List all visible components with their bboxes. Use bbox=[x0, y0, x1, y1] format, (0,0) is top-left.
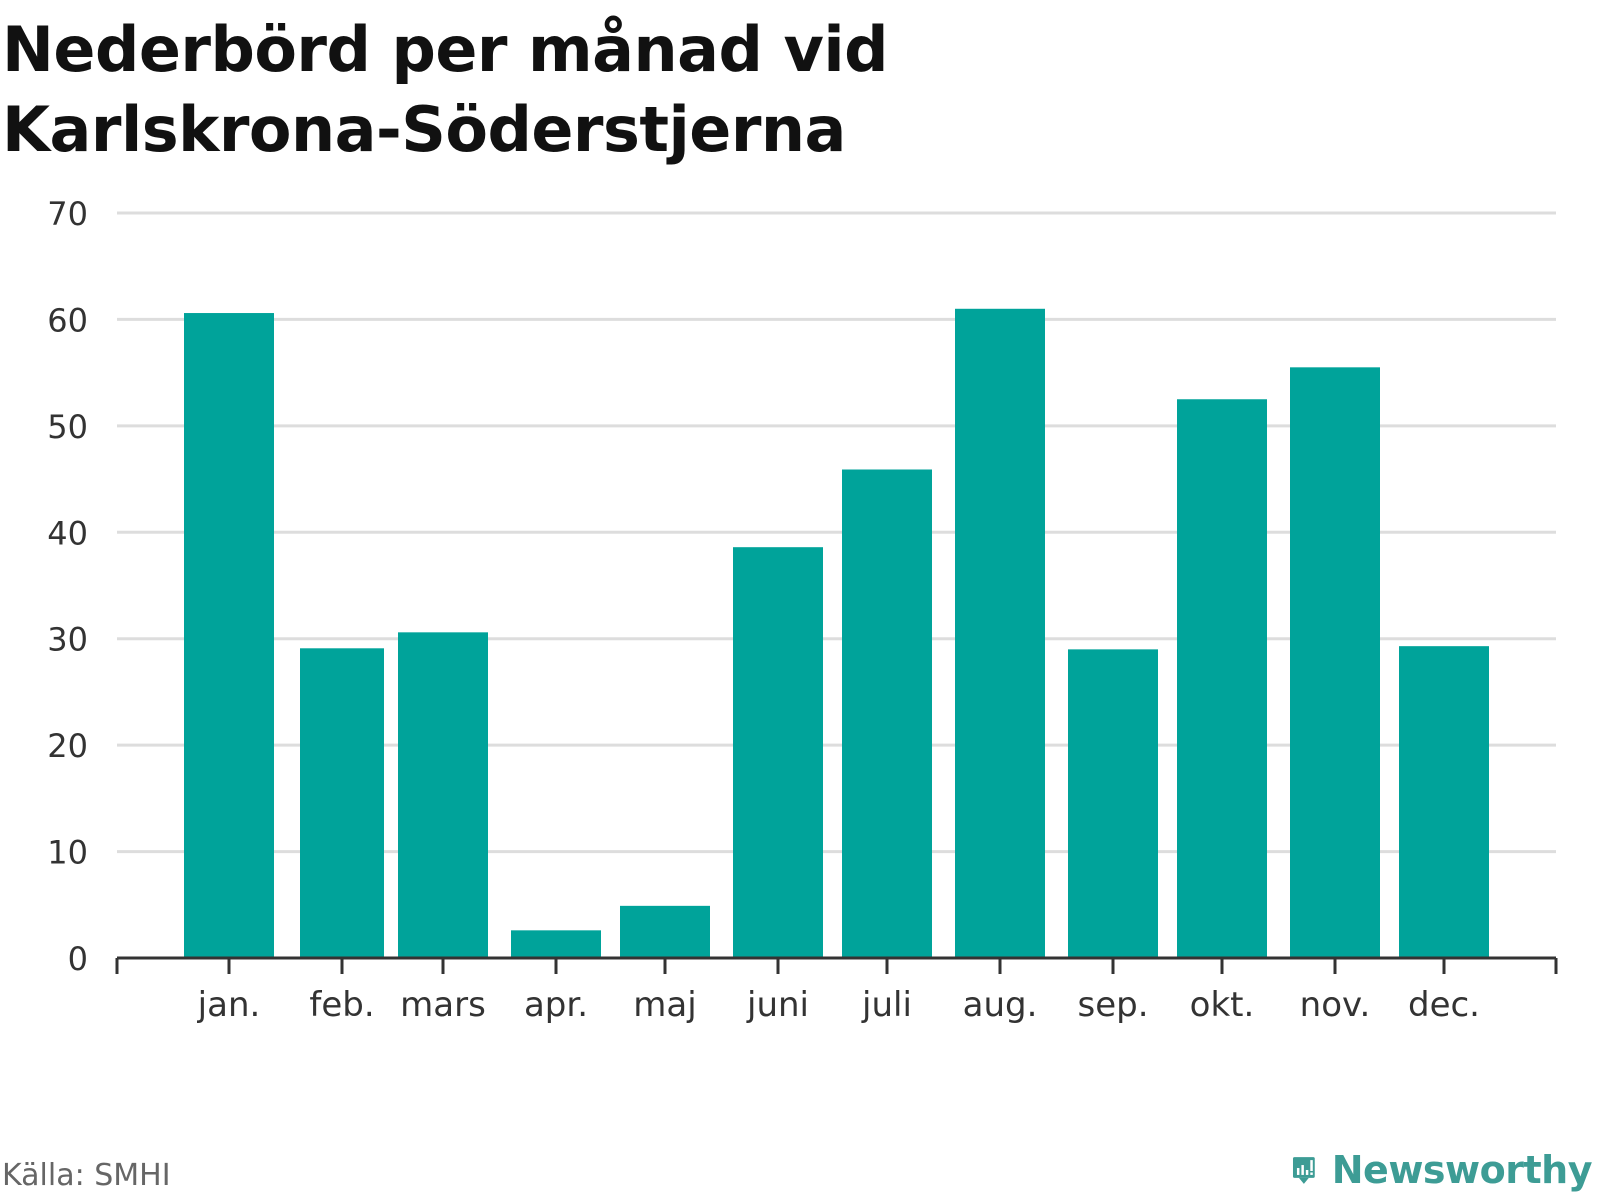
x-tick-label-nov: nov. bbox=[1300, 985, 1371, 1025]
y-tick-label-10: 10 bbox=[47, 834, 88, 872]
y-tick-label-60: 60 bbox=[47, 301, 88, 339]
x-tick-label-juli: juli bbox=[861, 985, 912, 1025]
bar-maj bbox=[620, 905, 710, 958]
source-note: Källa: SMHI bbox=[2, 1158, 171, 1193]
bar-apr bbox=[511, 930, 601, 958]
x-tick-label-sep: sep. bbox=[1077, 985, 1148, 1025]
y-tick-label-50: 50 bbox=[47, 408, 88, 446]
x-tick-label-maj: maj bbox=[633, 985, 696, 1025]
bar-aug bbox=[955, 308, 1045, 958]
x-axis bbox=[115, 956, 1558, 974]
x-tick-label-apr: apr. bbox=[524, 985, 588, 1025]
x-tick-label-mars: mars bbox=[400, 985, 486, 1025]
newsworthy-logo-icon bbox=[1292, 1157, 1315, 1184]
chart-title-line-1: Nederbörd per månad vid bbox=[2, 13, 889, 86]
x-axis-tick-labels: jan. feb. mars apr. maj juni juli aug. sep. okt. n… bbox=[197, 985, 1480, 1025]
bar-mars bbox=[398, 632, 488, 958]
chart-title: Nederbörd per månad vid Karlskrona-Söder… bbox=[2, 10, 1202, 170]
bar-juli bbox=[842, 469, 932, 958]
bar-jan bbox=[184, 313, 274, 958]
x-tick-label-feb: feb. bbox=[309, 985, 374, 1025]
x-tick-label-okt: okt. bbox=[1190, 985, 1255, 1025]
y-tick-label-40: 40 bbox=[47, 514, 88, 552]
bars bbox=[184, 308, 1489, 959]
y-tick-label-0: 0 bbox=[68, 940, 88, 978]
y-axis-tick-labels: 0 10 20 30 40 50 60 70 bbox=[47, 195, 88, 978]
bar-dec bbox=[1399, 646, 1489, 958]
bar-juni bbox=[733, 547, 823, 958]
newsworthy-logo: Newsworthy bbox=[1292, 1142, 1593, 1198]
x-tick-label-dec: dec. bbox=[1408, 985, 1480, 1025]
bar-sep bbox=[1068, 649, 1158, 958]
bar-feb bbox=[300, 648, 384, 958]
y-tick-label-70: 70 bbox=[47, 195, 88, 233]
bar-okt bbox=[1177, 399, 1267, 958]
bar-nov bbox=[1290, 367, 1380, 959]
newsworthy-brand-name: Newsworthy bbox=[1331, 1148, 1593, 1192]
x-tick-label-jan: jan. bbox=[197, 985, 261, 1025]
chart-title-line-2: Karlskrona-Söderstjerna bbox=[2, 93, 846, 166]
x-tick-label-juni: juni bbox=[746, 985, 809, 1025]
y-tick-label-30: 30 bbox=[47, 621, 88, 659]
y-tick-label-20: 20 bbox=[47, 727, 88, 765]
x-tick-label-aug: aug. bbox=[963, 985, 1038, 1025]
